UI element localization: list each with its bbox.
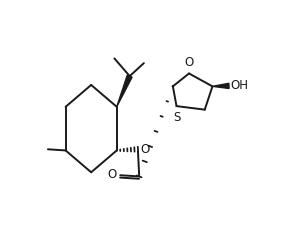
Polygon shape	[212, 83, 229, 88]
Text: O: O	[141, 143, 150, 156]
Text: O: O	[108, 168, 117, 181]
Polygon shape	[117, 75, 132, 107]
Text: OH: OH	[231, 79, 249, 92]
Text: O: O	[184, 56, 194, 69]
Text: S: S	[173, 111, 180, 124]
